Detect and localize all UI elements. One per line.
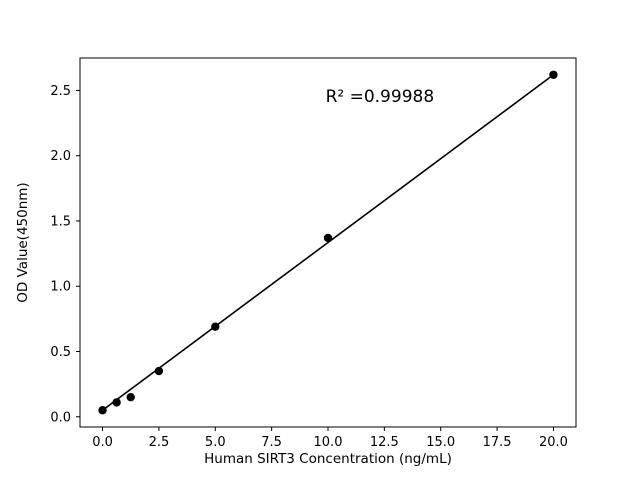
x-tick-label: 15.0 (426, 435, 455, 450)
data-point (211, 322, 220, 331)
r-squared-annotation: R² =0.99988 (326, 87, 435, 107)
data-point (323, 233, 333, 243)
x-tick-label: 2.5 (149, 435, 170, 450)
x-tick-label: 7.5 (261, 435, 282, 450)
x-axis-label: Human SIRT3 Concentration (ng/mL) (204, 451, 452, 467)
x-tick-label: 20.0 (539, 435, 568, 450)
y-tick-label: 0.0 (50, 410, 71, 425)
x-tick-label: 10.0 (314, 435, 343, 450)
data-point (154, 366, 164, 376)
data-point (112, 398, 121, 407)
y-tick-label: 2.5 (50, 84, 71, 99)
y-axis-label: OD Value(450nm) (15, 182, 31, 302)
data-point (549, 70, 558, 79)
x-tick-label: 12.5 (370, 435, 399, 450)
y-tick-label: 2.0 (50, 149, 71, 164)
x-tick-label: 0.0 (92, 435, 113, 450)
y-tick-label: 0.5 (50, 345, 71, 360)
data-point (98, 406, 107, 415)
axes-frame (79, 57, 577, 428)
fit-line (102, 74, 554, 411)
y-tick-label: 1.5 (50, 214, 71, 229)
x-tick-label: 17.5 (483, 435, 512, 450)
x-tick-label: 5.0 (205, 435, 226, 450)
data-point (126, 392, 135, 402)
y-tick-label: 1.0 (50, 280, 71, 295)
